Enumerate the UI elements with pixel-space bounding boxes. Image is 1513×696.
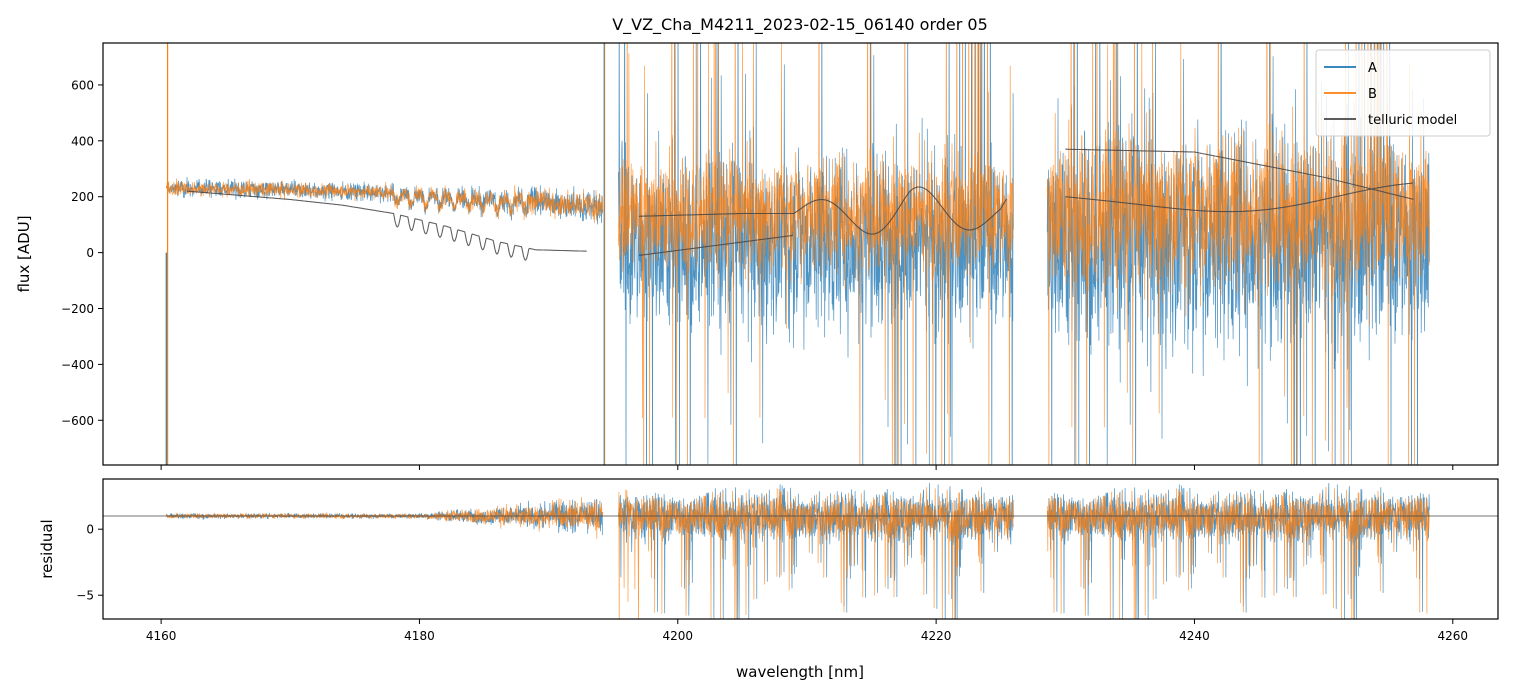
flux-axes-frame: [102, 42, 1499, 466]
flux-y-tick-label: 0: [86, 246, 94, 260]
legend-label-a: A: [1368, 61, 1377, 76]
flux-y-axis-label: flux [ADU]: [15, 215, 33, 292]
x-tick-label: 4240: [1179, 629, 1210, 643]
series-b-residual-segment-2: [618, 487, 1014, 619]
axis-ticks: 4160 4180 4200 4220 4240 4260 −600 −400 −200 0 200…: [61, 78, 1468, 643]
telluric-model-line-1: [186, 190, 587, 261]
series-b-flux-segment-1: [165, 178, 604, 224]
series-a-flux-segment-3: [1046, 43, 1430, 465]
telluric-model-line-2: [639, 186, 1007, 235]
telluric-model-line-3b: [1065, 182, 1413, 213]
residual-y-axis-label: residual: [38, 519, 56, 578]
legend-label-b: B: [1368, 87, 1377, 102]
series-b-flux-segment-3: [1046, 43, 1430, 465]
series-b-residual-segment-1: [166, 496, 604, 539]
residual-plot-area: [103, 482, 1498, 619]
telluric-model-line-2b: [638, 234, 793, 256]
flux-y-tick-label: 600: [71, 78, 94, 92]
residual-y-tick-label: −5: [76, 589, 94, 603]
residual-axes-frame: [102, 478, 1499, 620]
residual-y-tick-label: 0: [86, 523, 94, 537]
flux-y-tick-label: −200: [61, 302, 94, 316]
x-tick-label: 4160: [146, 629, 177, 643]
series-b-flux-segment-2: [618, 43, 1014, 465]
chart-title: V_VZ_Cha_M4211_2023-02-15_06140 order 05: [612, 15, 988, 35]
x-tick-label: 4200: [663, 629, 694, 643]
flux-y-tick-label: −600: [61, 414, 94, 428]
legend-box: [1315, 49, 1491, 137]
legend-label-telluric-model: telluric model: [1368, 113, 1457, 128]
flux-y-tick-label: 400: [71, 134, 94, 148]
x-axis-label: wavelength [nm]: [736, 663, 864, 681]
flux-plot-area: [165, 43, 1430, 465]
series-b-residual-segment-3: [1046, 487, 1430, 619]
x-tick-label: 4220: [921, 629, 952, 643]
flux-y-tick-label: 200: [71, 190, 94, 204]
flux-y-tick-label: −400: [61, 358, 94, 372]
x-tick-label: 4260: [1438, 629, 1469, 643]
x-tick-label: 4180: [404, 629, 435, 643]
legend: A B telluric model: [1315, 49, 1491, 137]
telluric-model-line-3: [1065, 148, 1414, 200]
